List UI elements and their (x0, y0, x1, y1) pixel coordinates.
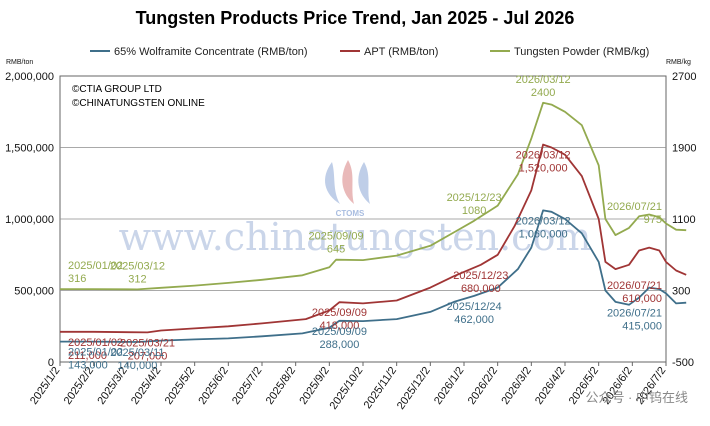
annotation-label: 645 (327, 244, 345, 256)
annotation-label: 2025/09/09 (312, 307, 367, 319)
left-tick-label: 0 (48, 357, 54, 369)
annotation-label: 2025/01/02 (68, 337, 123, 349)
annotation-label: 288,000 (320, 339, 360, 351)
annotation-label: 2025/01/02 (68, 347, 123, 359)
legend: 65% Wolframite Concentrate (RMB/ton) APT … (90, 46, 649, 58)
legend-entry: Tungsten Powder (RMB/kg) (514, 46, 649, 58)
corner-watermark: 公众号 · 中钨在线 (585, 390, 688, 405)
series-line-2 (60, 101, 687, 291)
logo-flame-right (358, 162, 370, 204)
right-tick-label: 1900 (672, 143, 696, 155)
annotation-label: 2026/07/21 (607, 308, 662, 320)
annotation-label: 418,000 (320, 320, 360, 332)
right-axis-unit: RMB/kg (666, 59, 691, 66)
logo-flame-left (325, 162, 340, 204)
annotation-label: 462,000 (454, 314, 494, 326)
right-axis-ticks: -500 300 1100 1900 2700 (672, 71, 696, 369)
annotation-label: 140,000 (118, 360, 158, 372)
left-tick-label: 1,500,000 (5, 143, 54, 155)
left-tick-label: 1,000,000 (5, 214, 54, 226)
annotation-label: 2400 (531, 87, 555, 99)
annotation-label: 312 (128, 273, 146, 285)
annotation-label: 2026/07/21 (607, 280, 662, 292)
annotation-label: 2025/12/23 (453, 270, 508, 282)
annotation-label: 143,000 (68, 360, 108, 372)
legend-entry: 65% Wolframite Concentrate (RMB/ton) (114, 46, 308, 58)
annotation-label: 415,000 (622, 321, 662, 333)
annotation-label: 316 (68, 273, 86, 285)
annotation-label: 207,000 (128, 350, 168, 362)
annotation-label: 2026/07/21 (607, 201, 662, 213)
right-tick-label: 300 (672, 286, 690, 298)
annotation-label: 1,060,000 (519, 228, 568, 240)
annotation-label: 2025/03/12 (110, 260, 165, 272)
logo-text: CTOMS (336, 209, 365, 218)
annotation-label: 2026/03/12 (516, 215, 571, 227)
left-axis-unit: RMB/ton (6, 59, 33, 66)
data-annotations: 2025/01/023162025/03/123122025/09/096452… (68, 74, 662, 372)
legend-entry: APT (RMB/ton) (364, 46, 438, 58)
credit-line-1: ©CTIA GROUP LTD (72, 84, 162, 95)
series-line-1 (60, 143, 687, 334)
annotation-label: 2025/12/24 (447, 301, 502, 313)
ctoms-logo: CTOMS (325, 160, 370, 218)
annotation-label: 975 (644, 214, 662, 226)
annotation-label: 211,000 (68, 350, 107, 362)
annotation-label: 2025/03/21 (120, 337, 175, 349)
right-tick-label: 1100 (672, 214, 696, 226)
right-tick-label: -500 (672, 357, 694, 369)
annotation-label: 1080 (462, 205, 486, 217)
watermark-text: www.chinatungsten.com (119, 215, 592, 259)
chart-title: Tungsten Products Price Trend, Jan 2025 … (136, 8, 575, 28)
logo-flame-mid (342, 160, 354, 204)
left-tick-label: 500,000 (14, 286, 54, 298)
annotation-label: 2025/09/09 (309, 231, 364, 243)
annotation-label: 1,520,000 (519, 163, 568, 175)
annotation-label: 2026/03/12 (516, 150, 571, 162)
series-line-0 (60, 209, 687, 343)
annotation-label: 2025/12/23 (447, 192, 502, 204)
annotation-label: 2025/03/11 (110, 347, 164, 359)
annotation-label: 610,000 (622, 293, 662, 305)
left-tick-label: 2,000,000 (5, 71, 54, 83)
annotation-label: 2025/09/09 (312, 326, 367, 338)
credit-line-2: ©CHINATUNGSTEN ONLINE (72, 98, 205, 109)
annotation-label: 2026/03/12 (516, 74, 571, 86)
right-tick-label: 2700 (672, 71, 696, 83)
annotation-label: 2025/01/02 (68, 260, 123, 272)
left-axis-ticks: 0 500,000 1,000,000 1,500,000 2,000,000 (5, 71, 54, 369)
series-lines (60, 101, 687, 343)
annotation-label: 680,000 (461, 283, 501, 295)
